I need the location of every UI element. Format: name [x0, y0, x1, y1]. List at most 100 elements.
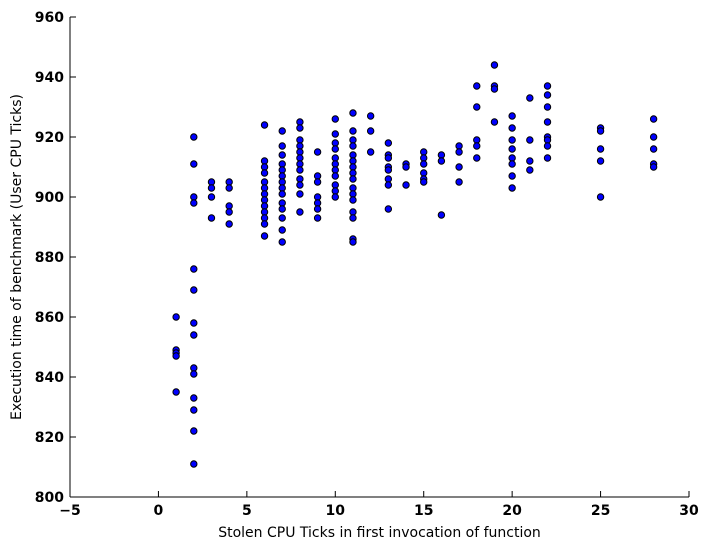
- data-point: [490, 118, 499, 126]
- data-point: [349, 214, 357, 222]
- data-point: [420, 169, 428, 177]
- data-point: [508, 145, 516, 153]
- data-point: [366, 148, 375, 156]
- y-axis-ticks: 800 820 840 860 880 900 920 940 960: [35, 10, 76, 506]
- data-point: [296, 166, 304, 174]
- data-point: [420, 178, 428, 186]
- data-point: [296, 160, 304, 168]
- data-point: [278, 127, 286, 135]
- y-axis-label: Execution time of benchmark (User CPU Ti…: [9, 94, 25, 420]
- data-point: [278, 190, 286, 198]
- data-point: [296, 190, 304, 198]
- data-point: [190, 286, 198, 294]
- data-point: [260, 220, 269, 228]
- data-point: [384, 139, 393, 147]
- data-point: [278, 160, 286, 168]
- y-tick-label: 800: [35, 490, 64, 506]
- data-point: [207, 214, 216, 222]
- data-point: [260, 178, 269, 186]
- data-point: [596, 157, 605, 165]
- data-point: [543, 103, 552, 111]
- data-point: [260, 208, 269, 216]
- data-point: [225, 184, 233, 192]
- data-point: [190, 406, 198, 414]
- x-tick-label: 10: [326, 503, 346, 519]
- data-point: [402, 181, 410, 189]
- data-point: [384, 175, 393, 183]
- data-point: [260, 232, 269, 240]
- data-point: [543, 118, 552, 126]
- data-point: [278, 142, 286, 150]
- data-point: [384, 166, 393, 174]
- data-point: [260, 202, 269, 210]
- data-point: [331, 193, 339, 201]
- data-point: [543, 154, 552, 162]
- data-point: [190, 193, 198, 201]
- data-point: [260, 157, 269, 165]
- data-point: [649, 145, 658, 153]
- data-point: [437, 211, 446, 219]
- data-point: [260, 196, 269, 204]
- data-point: [331, 166, 339, 174]
- data-point: [331, 130, 339, 138]
- data-point: [420, 148, 428, 156]
- data-point: [526, 136, 534, 144]
- data-point: [543, 82, 552, 90]
- x-axis-ticks: −5 0 5 10 15 20 25 30: [59, 491, 699, 519]
- data-point: [331, 115, 339, 123]
- data-point: [296, 181, 304, 189]
- data-point: [296, 175, 304, 183]
- y-tick-label: 880: [35, 250, 64, 266]
- data-point: [349, 142, 357, 150]
- data-point: [526, 166, 534, 174]
- data-point: [384, 181, 393, 189]
- data-point: [384, 154, 393, 162]
- data-point: [490, 61, 499, 69]
- data-point: [455, 178, 463, 186]
- x-tick-label: 15: [414, 503, 433, 519]
- data-point: [331, 154, 339, 162]
- data-point: [420, 154, 428, 162]
- data-point: [649, 163, 658, 171]
- data-point: [296, 118, 304, 126]
- data-point: [313, 172, 322, 180]
- data-point: [349, 127, 357, 135]
- y-tick-label: 940: [35, 70, 64, 86]
- data-point: [649, 115, 658, 123]
- data-point: [296, 136, 304, 144]
- data-point: [296, 142, 304, 150]
- data-point: [420, 160, 428, 168]
- data-point: [278, 226, 286, 234]
- data-point: [296, 124, 304, 132]
- x-tick-label: 5: [242, 503, 252, 519]
- data-point: [349, 109, 357, 117]
- data-point: [508, 124, 516, 132]
- data-point: [473, 103, 481, 111]
- y-tick-label: 860: [35, 310, 64, 326]
- data-point: [313, 199, 322, 207]
- data-point: [526, 157, 534, 165]
- data-point: [278, 199, 286, 207]
- data-point: [313, 178, 322, 186]
- data-point: [190, 364, 198, 372]
- data-point: [349, 151, 357, 159]
- data-point: [508, 136, 516, 144]
- data-point: [190, 133, 198, 141]
- data-point: [190, 394, 198, 402]
- data-point: [313, 214, 322, 222]
- data-point: [384, 205, 393, 213]
- data-point: [190, 265, 198, 273]
- data-point: [260, 184, 269, 192]
- data-point: [349, 184, 357, 192]
- data-point: [207, 193, 216, 201]
- data-point: [207, 178, 216, 186]
- data-point: [473, 136, 481, 144]
- data-point: [296, 208, 304, 216]
- data-point: [331, 181, 339, 189]
- data-point: [543, 136, 552, 144]
- data-point: [349, 175, 357, 183]
- data-point: [473, 154, 481, 162]
- data-point: [455, 148, 463, 156]
- data-point: [331, 145, 339, 153]
- data-point: [225, 208, 233, 216]
